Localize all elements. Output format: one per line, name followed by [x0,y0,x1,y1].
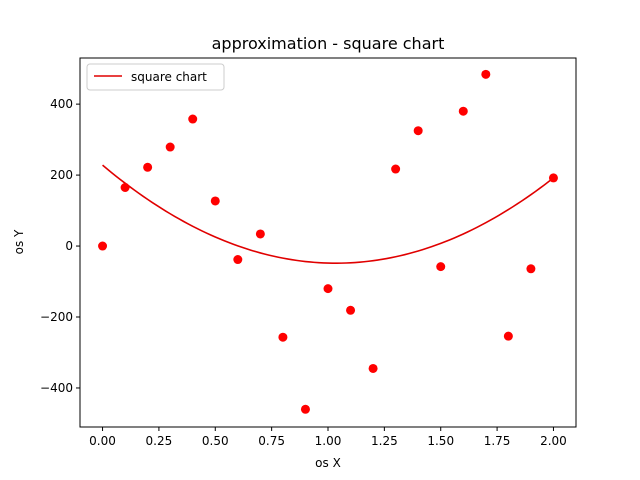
y-tick-label: −200 [40,310,73,324]
data-point [481,69,491,79]
data-point [436,262,446,272]
data-point [503,331,513,341]
legend-entry: square chart [131,70,207,84]
data-point [210,196,220,206]
data-point [278,332,288,342]
x-tick-label: 1.75 [484,434,511,448]
x-axis-label: os X [315,456,341,470]
data-point [391,164,401,174]
x-tick-label: 2.00 [540,434,567,448]
x-tick-label: 0.75 [258,434,285,448]
fit-curve [102,164,554,264]
data-point [548,173,558,183]
y-tick-label: 200 [50,168,73,182]
legend: square chart [86,63,225,91]
data-point [255,229,265,239]
y-tick-label: −400 [40,381,73,395]
data-point [458,106,468,116]
x-tick-label: 1.25 [371,434,398,448]
chart-title: approximation - square chart [212,34,445,53]
data-point [188,114,198,124]
data-point [413,126,423,136]
data-point [233,255,243,265]
plot-area [98,69,558,414]
data-point [143,162,153,172]
data-point [165,142,175,152]
y-tick-label: 0 [65,239,73,253]
x-tick-label: 0.00 [89,434,116,448]
data-point [323,284,333,294]
y-tick-label: 400 [50,97,73,111]
x-tick-label: 1.00 [315,434,342,448]
legend-box [86,63,225,91]
x-tick-label: 0.25 [146,434,173,448]
data-point [526,264,536,274]
data-point [368,363,378,373]
data-point [98,241,108,251]
data-point [120,183,130,193]
x-tick-label: 1.50 [427,434,454,448]
data-point [300,404,310,414]
y-axis-label: os Y [12,229,26,254]
data-point [346,305,356,315]
x-tick-label: 0.50 [202,434,229,448]
